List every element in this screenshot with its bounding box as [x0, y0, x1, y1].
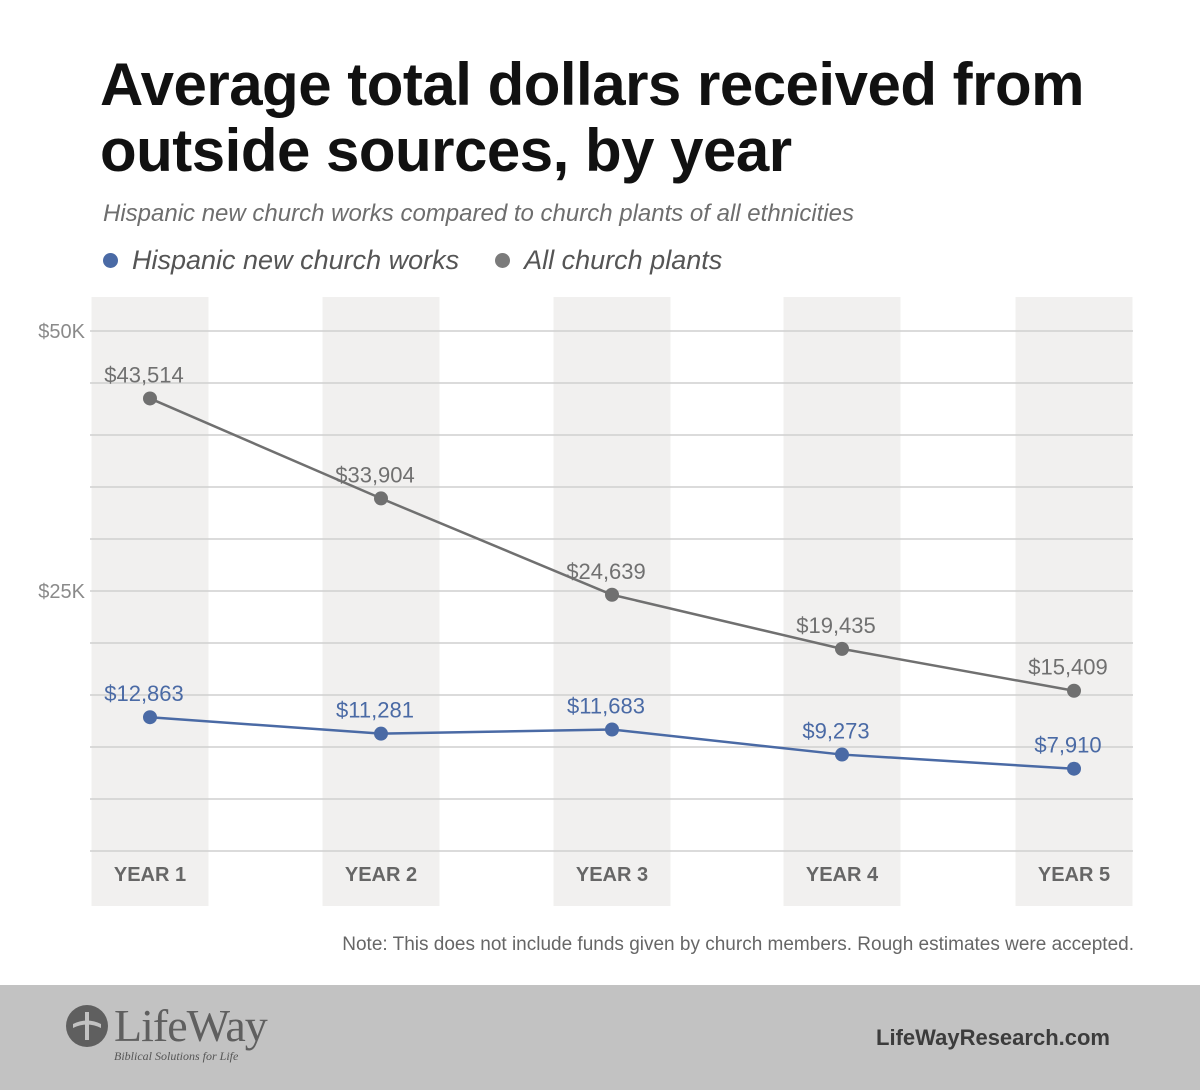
- legend-item-all: All church plants: [495, 245, 722, 276]
- column-band: [1015, 297, 1133, 906]
- data-label: $33,904: [335, 462, 415, 487]
- data-label: $11,281: [336, 698, 414, 723]
- data-point: [143, 710, 157, 725]
- y-tick-label: $50K: [38, 321, 85, 343]
- lifeway-emblem-icon: [66, 1005, 108, 1047]
- legend-label-all: All church plants: [524, 245, 723, 275]
- chart-subtitle: Hispanic new church works compared to ch…: [103, 200, 855, 227]
- data-point: [835, 641, 849, 656]
- lifeway-logo: LifeWay: [64, 1000, 268, 1051]
- legend-dot-hispanic: [103, 253, 118, 268]
- legend-label-hispanic: Hispanic new church works: [132, 245, 460, 275]
- footer-bar: LifeWay Biblical Solutions for Life Life…: [0, 985, 1200, 1090]
- data-label: $15,409: [1028, 655, 1108, 680]
- data-point: [374, 726, 388, 741]
- data-label: $12,863: [104, 681, 184, 706]
- data-point: [143, 391, 157, 406]
- data-point: [374, 491, 388, 506]
- data-label: $19,435: [796, 613, 876, 638]
- data-point: [1067, 683, 1081, 698]
- website-link[interactable]: LifeWayResearch.com: [876, 1025, 1110, 1050]
- data-point: [835, 747, 849, 762]
- data-label: $24,639: [566, 559, 646, 584]
- legend-dot-all: [495, 253, 511, 268]
- x-tick-label: YEAR 5: [1038, 864, 1110, 886]
- data-label: $11,683: [567, 693, 645, 718]
- footnote: Note: This does not include funds given …: [342, 934, 1134, 955]
- column-band: [322, 297, 440, 906]
- x-tick-label: YEAR 4: [806, 864, 879, 886]
- x-tick-label: YEAR 3: [576, 864, 648, 886]
- legend: Hispanic new church works All church pla…: [103, 245, 758, 276]
- logo-tagline: Biblical Solutions for Life: [114, 1049, 239, 1063]
- x-tick-label: YEAR 2: [345, 864, 417, 886]
- data-label: $7,910: [1034, 733, 1101, 758]
- data-point: [605, 722, 619, 737]
- chart-title: Average total dollars received from outs…: [100, 51, 1084, 184]
- data-label: $43,514: [104, 362, 184, 387]
- logo-wordmark: LifeWay: [114, 1000, 268, 1051]
- data-point: [605, 587, 619, 602]
- y-tick-label: $25K: [38, 581, 85, 603]
- column-band: [91, 297, 209, 906]
- data-point: [1067, 761, 1081, 776]
- column-band: [783, 297, 901, 906]
- legend-item-hispanic: Hispanic new church works: [103, 245, 459, 276]
- x-tick-label: YEAR 1: [114, 864, 186, 886]
- data-label: $9,273: [802, 719, 869, 744]
- line-chart: $50K $25K YEAR 1 YEAR 2 YEAR 3 YEAR 4 YEAR 5 $1…: [38, 297, 1133, 906]
